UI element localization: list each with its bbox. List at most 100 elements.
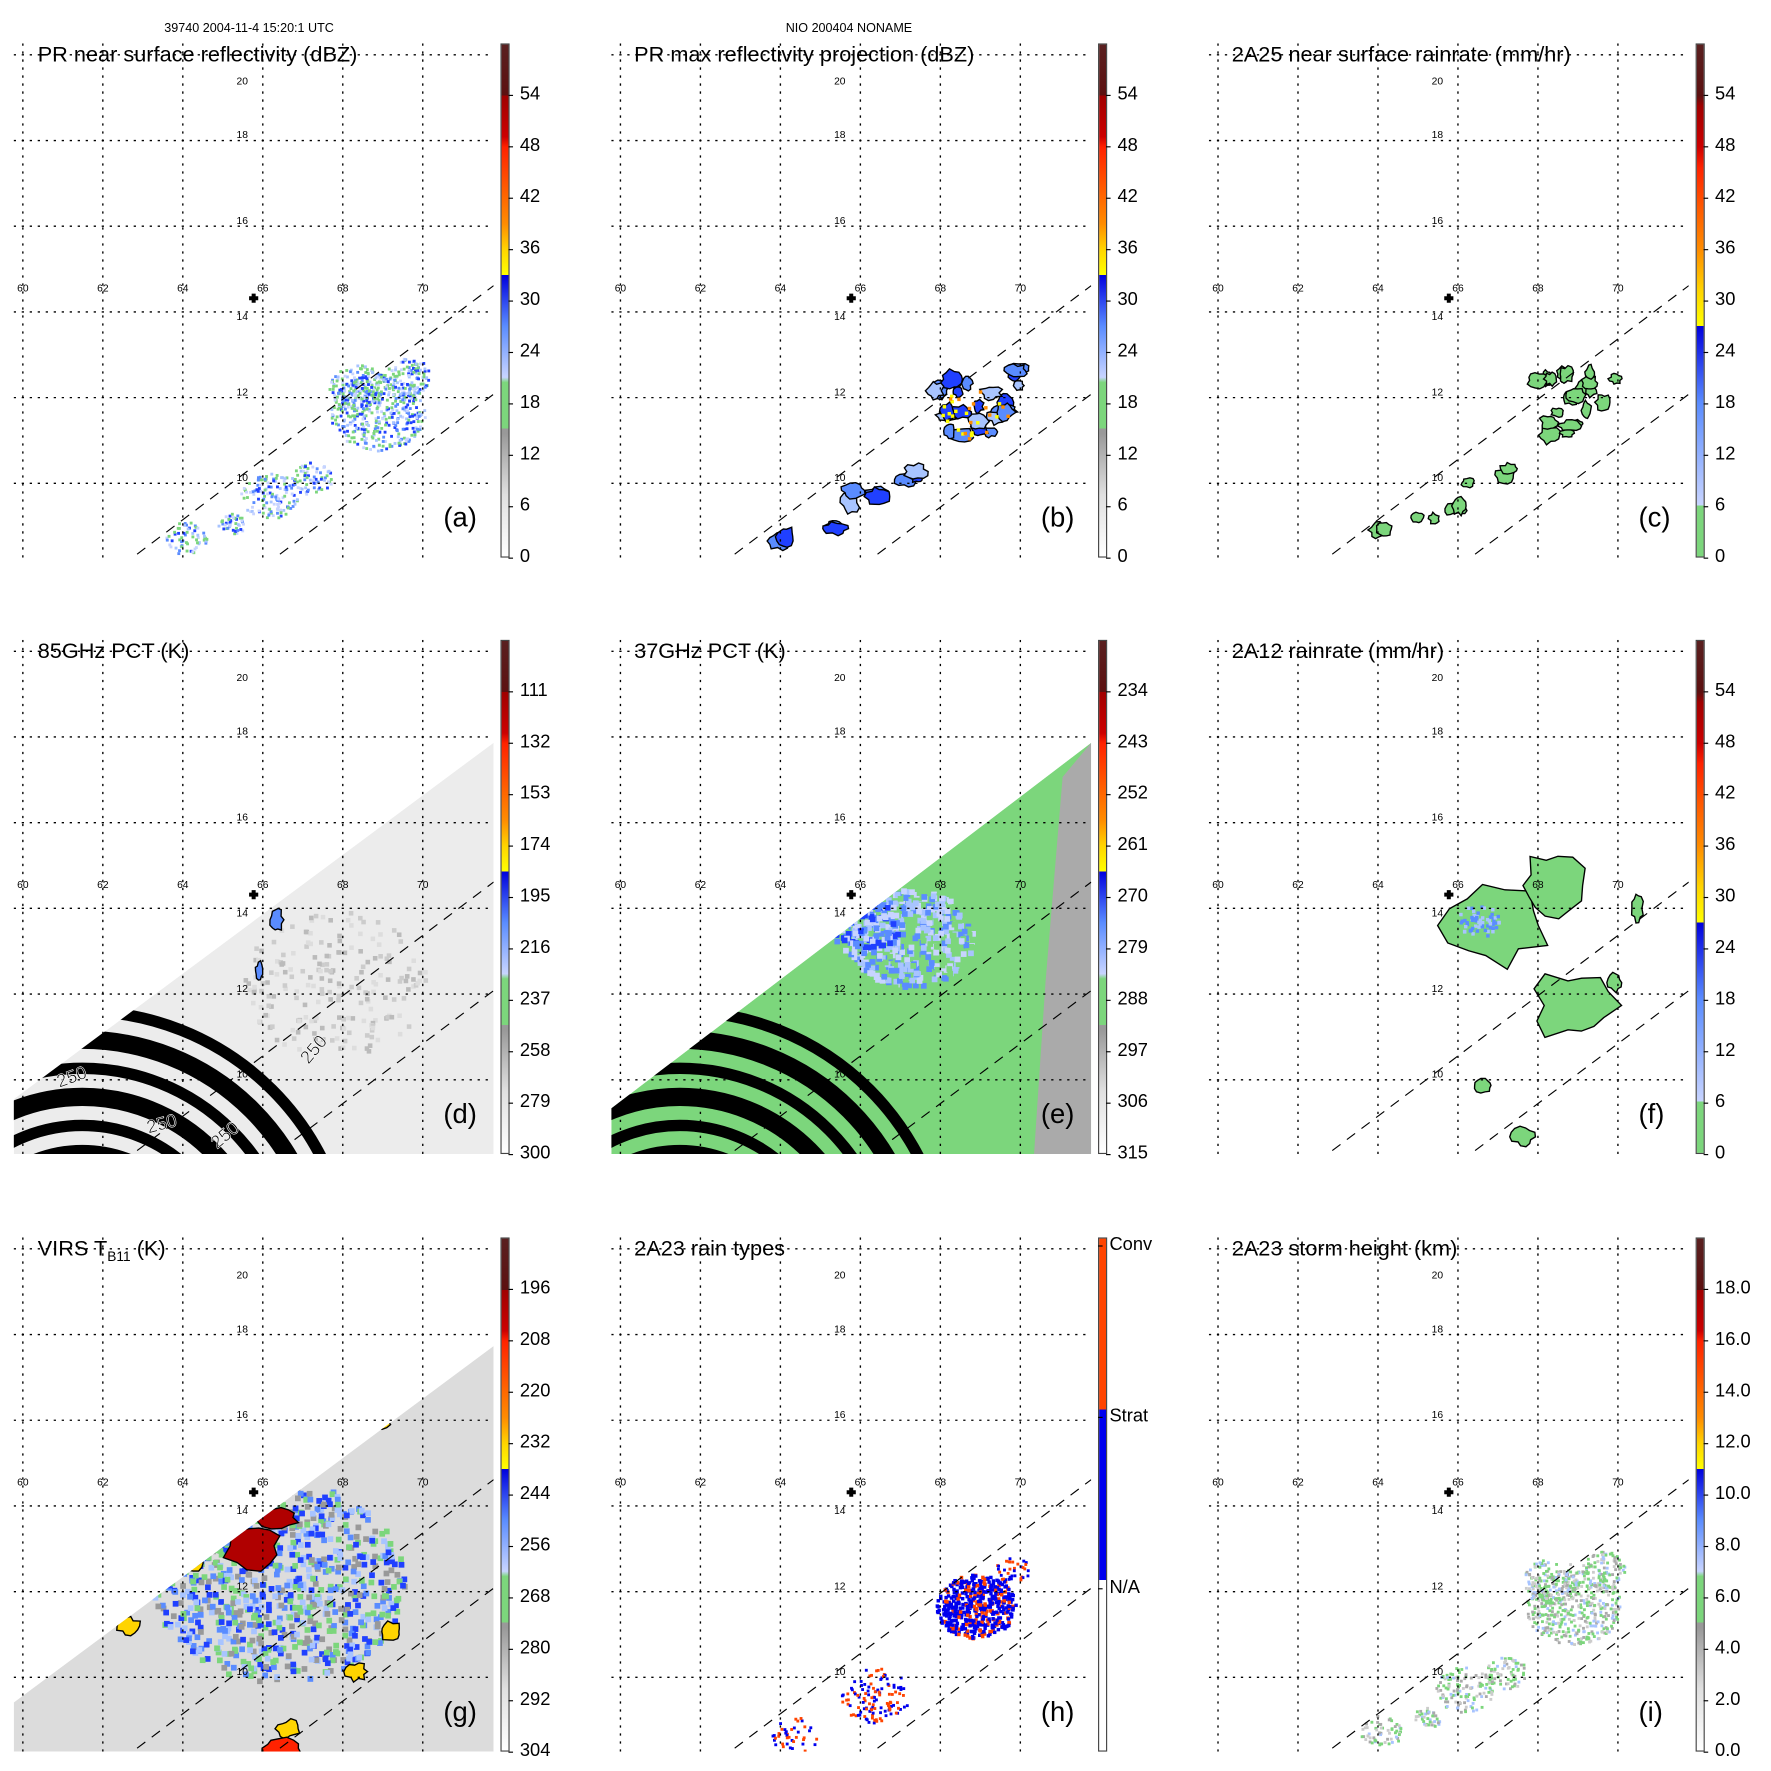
rain-type-pixel — [777, 1732, 781, 1735]
echo-pixel — [1575, 1632, 1579, 1636]
pct-pixel — [955, 961, 962, 968]
colorbar — [1098, 43, 1108, 558]
tb-pixel — [257, 1487, 264, 1494]
echo-pixel — [1531, 1592, 1535, 1596]
echo-pixel — [411, 413, 414, 417]
echo-pixel — [167, 534, 171, 538]
echo-pixel — [399, 360, 403, 364]
storm-center-cross-icon — [249, 1487, 259, 1497]
echo-pixel — [1506, 1682, 1510, 1686]
echo-pixel — [365, 396, 369, 400]
echo-pixel — [1534, 1584, 1538, 1588]
echo-pixel — [1475, 1694, 1479, 1698]
rain-type-pixel — [1004, 1606, 1008, 1610]
cold-cloud-top — [368, 1411, 392, 1431]
echo-pixel — [1569, 1570, 1573, 1574]
rain-type-pixel — [796, 1730, 800, 1734]
echo-pixel — [399, 379, 402, 383]
echo-pixel — [1593, 1584, 1596, 1587]
echo-pixel — [258, 483, 262, 487]
echo-pixel — [1612, 1619, 1616, 1622]
echo-pixel — [411, 384, 415, 388]
echo-pixel — [363, 431, 366, 435]
echo-pixel — [296, 486, 300, 490]
echo-pixel — [1547, 1634, 1551, 1638]
rain-type-pixel — [997, 1616, 1001, 1620]
rain-region — [1460, 477, 1475, 489]
echo-pixel — [285, 488, 289, 492]
pct-pixel — [909, 889, 915, 896]
echo-pixel — [1585, 1569, 1589, 1573]
pct-pixel — [895, 954, 902, 961]
echo-pixel — [1580, 1585, 1584, 1588]
panel-c: 60 62 64 66 68 70 20 18 16 14 12 10 2A25 near surfac… — [1208, 43, 1689, 558]
tb-pixel — [225, 1527, 232, 1534]
tb-pixel — [282, 1485, 289, 1491]
echo-pixel — [246, 508, 250, 512]
echo-pixel — [1433, 1720, 1437, 1723]
echo-pixel — [1475, 1708, 1479, 1712]
colorbar-label: 0 — [1106, 547, 1128, 567]
echo-pixel — [364, 395, 367, 399]
rain-type-pixel — [941, 1608, 946, 1612]
pct-pixel — [888, 900, 895, 907]
rain-type-pixel — [870, 1673, 874, 1677]
rain-type-pixel — [863, 1683, 867, 1686]
lat-tick-label: 20 — [834, 1271, 846, 1282]
echo-pixel — [371, 399, 375, 403]
echo-pixel — [1425, 1709, 1429, 1713]
tb-pixel — [401, 1576, 408, 1583]
echo-pixel — [352, 393, 356, 397]
echo-pixel — [1527, 1580, 1531, 1584]
tb-pixel — [232, 1648, 239, 1654]
echo-pixel — [388, 416, 391, 420]
tb-pixel — [290, 1630, 297, 1637]
echo-pixel — [278, 487, 282, 490]
tb-pixel — [372, 1639, 379, 1646]
echo-pixel — [306, 467, 310, 470]
lat-tick-label: 10 — [834, 1667, 846, 1678]
pct-pixel — [885, 924, 892, 930]
echo-pixel — [1554, 1576, 1558, 1579]
pct-pixel — [913, 982, 919, 989]
panel-letter: (e) — [1040, 1099, 1075, 1131]
tb-pixel — [190, 1643, 197, 1649]
echo-pixel — [375, 388, 379, 392]
echo-pixel — [1388, 1731, 1391, 1735]
rain-type-pixel — [975, 1594, 979, 1598]
echo-pixel — [1491, 1661, 1495, 1665]
echo-pixel — [1552, 1596, 1555, 1599]
echo-pixel — [401, 386, 405, 390]
tb-pixel — [278, 1602, 285, 1609]
echo-pixel — [347, 403, 351, 407]
colorbar-label: 6 — [508, 495, 531, 516]
echo-pixel — [1606, 1561, 1610, 1565]
echo-pixel — [1435, 1717, 1439, 1721]
echo-pixel — [391, 393, 395, 397]
tb-pixel — [309, 1557, 315, 1563]
tb-pixel — [231, 1517, 238, 1524]
echo-pixel — [367, 392, 371, 396]
echo-pixel — [412, 430, 416, 434]
pct-pixel — [898, 918, 905, 925]
tb-pixel — [257, 1678, 263, 1685]
echo-pixel — [1465, 1693, 1468, 1696]
echo-pixel — [1522, 1673, 1525, 1677]
echo-pixel — [1487, 1666, 1490, 1670]
tb-pixel — [220, 1538, 227, 1544]
echo-pixel — [1527, 1587, 1531, 1591]
ice-scatter — [269, 907, 285, 932]
pct-pixel — [356, 985, 362, 991]
rain-type-pixel — [993, 1588, 997, 1593]
tb-pixel — [290, 1611, 297, 1618]
tb-pixel — [307, 1618, 314, 1625]
pct-pixel — [370, 1025, 376, 1031]
echo-pixel — [1502, 1687, 1506, 1691]
tb-pixel — [321, 1556, 327, 1563]
echo-pixel — [346, 423, 349, 427]
echo-pixel — [405, 417, 408, 421]
echo-pixel — [293, 477, 297, 481]
echo-pixel — [1599, 1614, 1603, 1617]
tb-pixel — [216, 1524, 223, 1530]
lon-tick-label: 66 — [1452, 283, 1464, 294]
